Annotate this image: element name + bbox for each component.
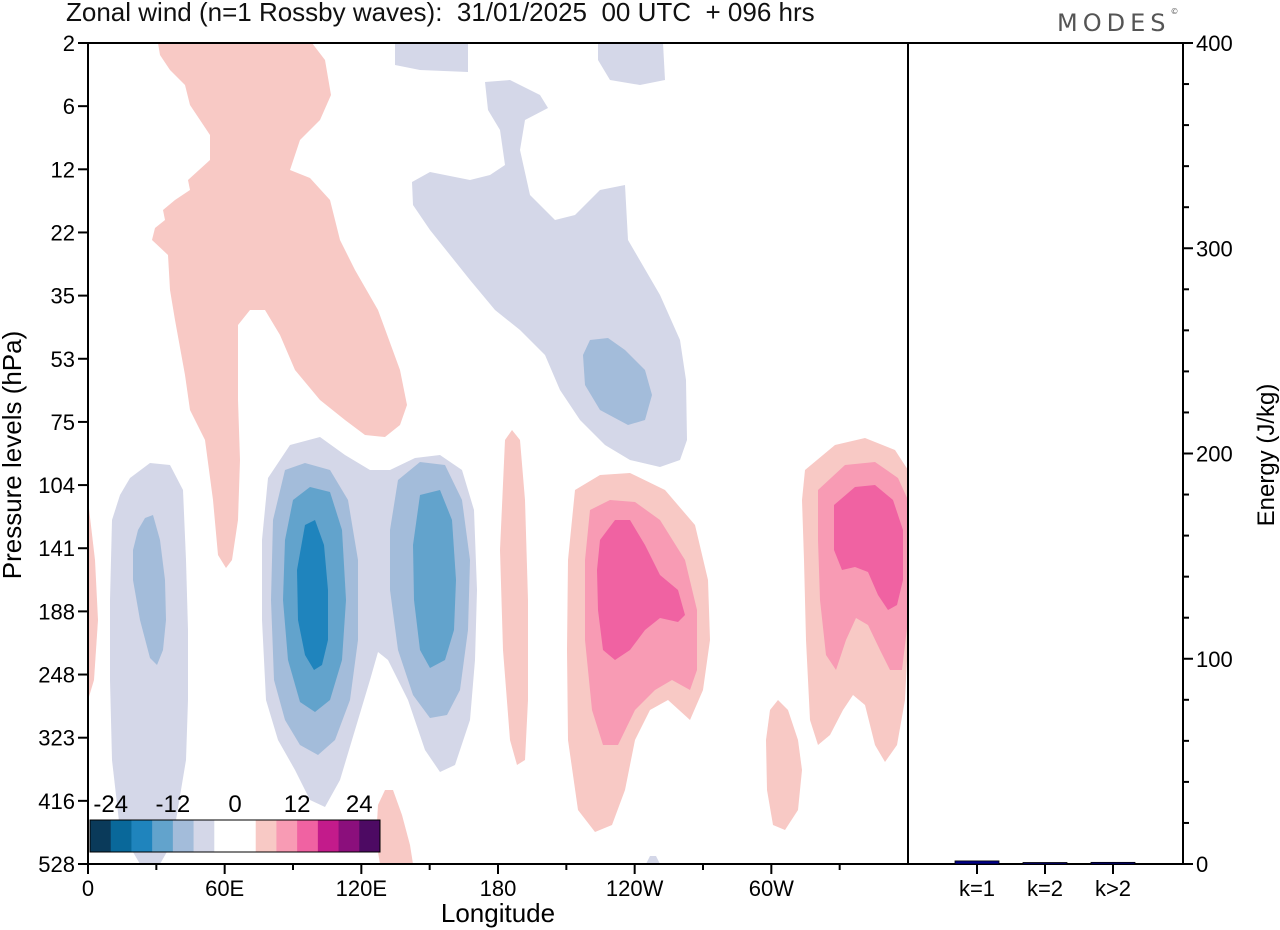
contour-pos-120w-core — [597, 520, 685, 660]
energy-axis: 0 100 200 300 400 — [1183, 31, 1233, 877]
contour-pos-60w-small — [766, 700, 802, 830]
colorbar-swatch — [131, 820, 153, 852]
colorbar-swatch — [152, 820, 174, 852]
contour-pos-180-sliver — [500, 430, 528, 765]
energy-axis-label: Energy (J/kg) — [1253, 384, 1280, 527]
colorbar-swatch — [110, 820, 132, 852]
energy-bar — [954, 860, 1000, 865]
colorbar-swatch — [255, 820, 277, 852]
energy-tick-label: 300 — [1196, 236, 1233, 261]
pressure-tick-label: 53 — [51, 347, 75, 372]
energy-category-label: k>2 — [1095, 876, 1131, 901]
pressure-tick-label: 12 — [51, 157, 75, 182]
brand-text: MODES — [1057, 9, 1171, 37]
energy-tick-label: 0 — [1196, 852, 1208, 877]
contour-neg-bottom-dot — [646, 856, 660, 864]
modes-logo: MODES© — [1057, 7, 1179, 37]
colorbar-label: -24 — [93, 791, 128, 818]
contour-neg-upper-lavender — [395, 43, 468, 72]
pressure-tick-label: 22 — [51, 220, 75, 245]
pressure-tick-label: 104 — [38, 473, 75, 498]
longitude-tick-label: 0 — [82, 876, 94, 901]
colorbar-swatch — [359, 820, 381, 852]
contour-neg-left-lavender — [110, 463, 188, 864]
y-axis-label: Pressure levels (hPa) — [0, 331, 27, 580]
energy-bar — [1090, 861, 1136, 865]
pressure-tick-label: 141 — [38, 536, 75, 561]
contour-pos-bottom-120e — [376, 790, 413, 864]
colorbar-swatch — [297, 820, 319, 852]
contour-neg-main-mid-2 — [413, 490, 456, 668]
energy-bar — [1022, 862, 1068, 865]
chart-title: Zonal wind (n=1 Rossby waves): 31/01/202… — [66, 0, 815, 27]
contour-neg-left-blue — [133, 515, 166, 665]
longitude-tick-label: 180 — [480, 876, 517, 901]
colorbar-swatch — [172, 820, 195, 852]
pressure-tick-label: 2 — [63, 31, 75, 56]
colorbar-swatch — [317, 820, 340, 852]
x-axis-label: Longitude — [441, 898, 555, 928]
colorbar-frame — [89, 819, 381, 853]
longitude-tick-label: 60W — [749, 876, 794, 901]
energy-bars: k=1 k=2 k>2 — [954, 860, 1136, 901]
pressure-tick-label: 6 — [63, 94, 75, 119]
contour-neg-blue-53 — [583, 338, 652, 425]
energy-tick-label: 100 — [1196, 647, 1233, 672]
wind-contour-field — [88, 43, 908, 864]
pressure-tick-label: 188 — [38, 599, 75, 624]
longitude-tick-label: 60E — [205, 876, 244, 901]
copyright-mark: © — [1170, 7, 1179, 16]
colorbar-swatch — [235, 820, 257, 852]
colorbar: -24 -12 0 12 24 — [89, 791, 381, 853]
energy-category-label: k=2 — [1027, 876, 1063, 901]
colorbar-label: 12 — [284, 791, 311, 818]
contour-neg-main-core — [297, 520, 328, 670]
pressure-tick-label: 323 — [38, 726, 75, 751]
longitude-tick-label: 120E — [336, 876, 387, 901]
contour-pos-upper-pink — [152, 43, 407, 568]
contour-neg-top-right — [598, 43, 665, 85]
colorbar-swatch — [193, 820, 215, 852]
colorbar-label: 24 — [346, 791, 373, 818]
pressure-tick-label: 35 — [51, 284, 75, 309]
colorbar-label: 0 — [228, 791, 241, 818]
pressure-tick-label: 416 — [38, 789, 75, 814]
energy-tick-label: 200 — [1196, 442, 1233, 467]
energy-panel-frame — [907, 42, 1184, 865]
longitude-axis: 0 60E 120E 180 120W 60W — [82, 864, 841, 901]
pressure-axis: 2 6 12 22 35 53 75 104 141 188 248 323 416 528 — [38, 31, 88, 877]
colorbar-swatch — [338, 820, 360, 852]
energy-tick-label: 400 — [1196, 31, 1233, 56]
colorbar-label: -12 — [156, 791, 191, 818]
pressure-tick-label: 528 — [38, 852, 75, 877]
pressure-tick-label: 75 — [51, 410, 75, 435]
energy-category-label: k=1 — [959, 876, 995, 901]
contour-pos-edge-left — [88, 500, 98, 700]
pressure-tick-label: 248 — [38, 663, 75, 688]
longitude-tick-label: 120W — [606, 876, 664, 901]
colorbar-swatch — [214, 820, 236, 852]
colorbar-swatch — [90, 820, 112, 852]
contour-pos-60w-core — [834, 485, 903, 610]
colorbar-swatch — [276, 820, 298, 852]
